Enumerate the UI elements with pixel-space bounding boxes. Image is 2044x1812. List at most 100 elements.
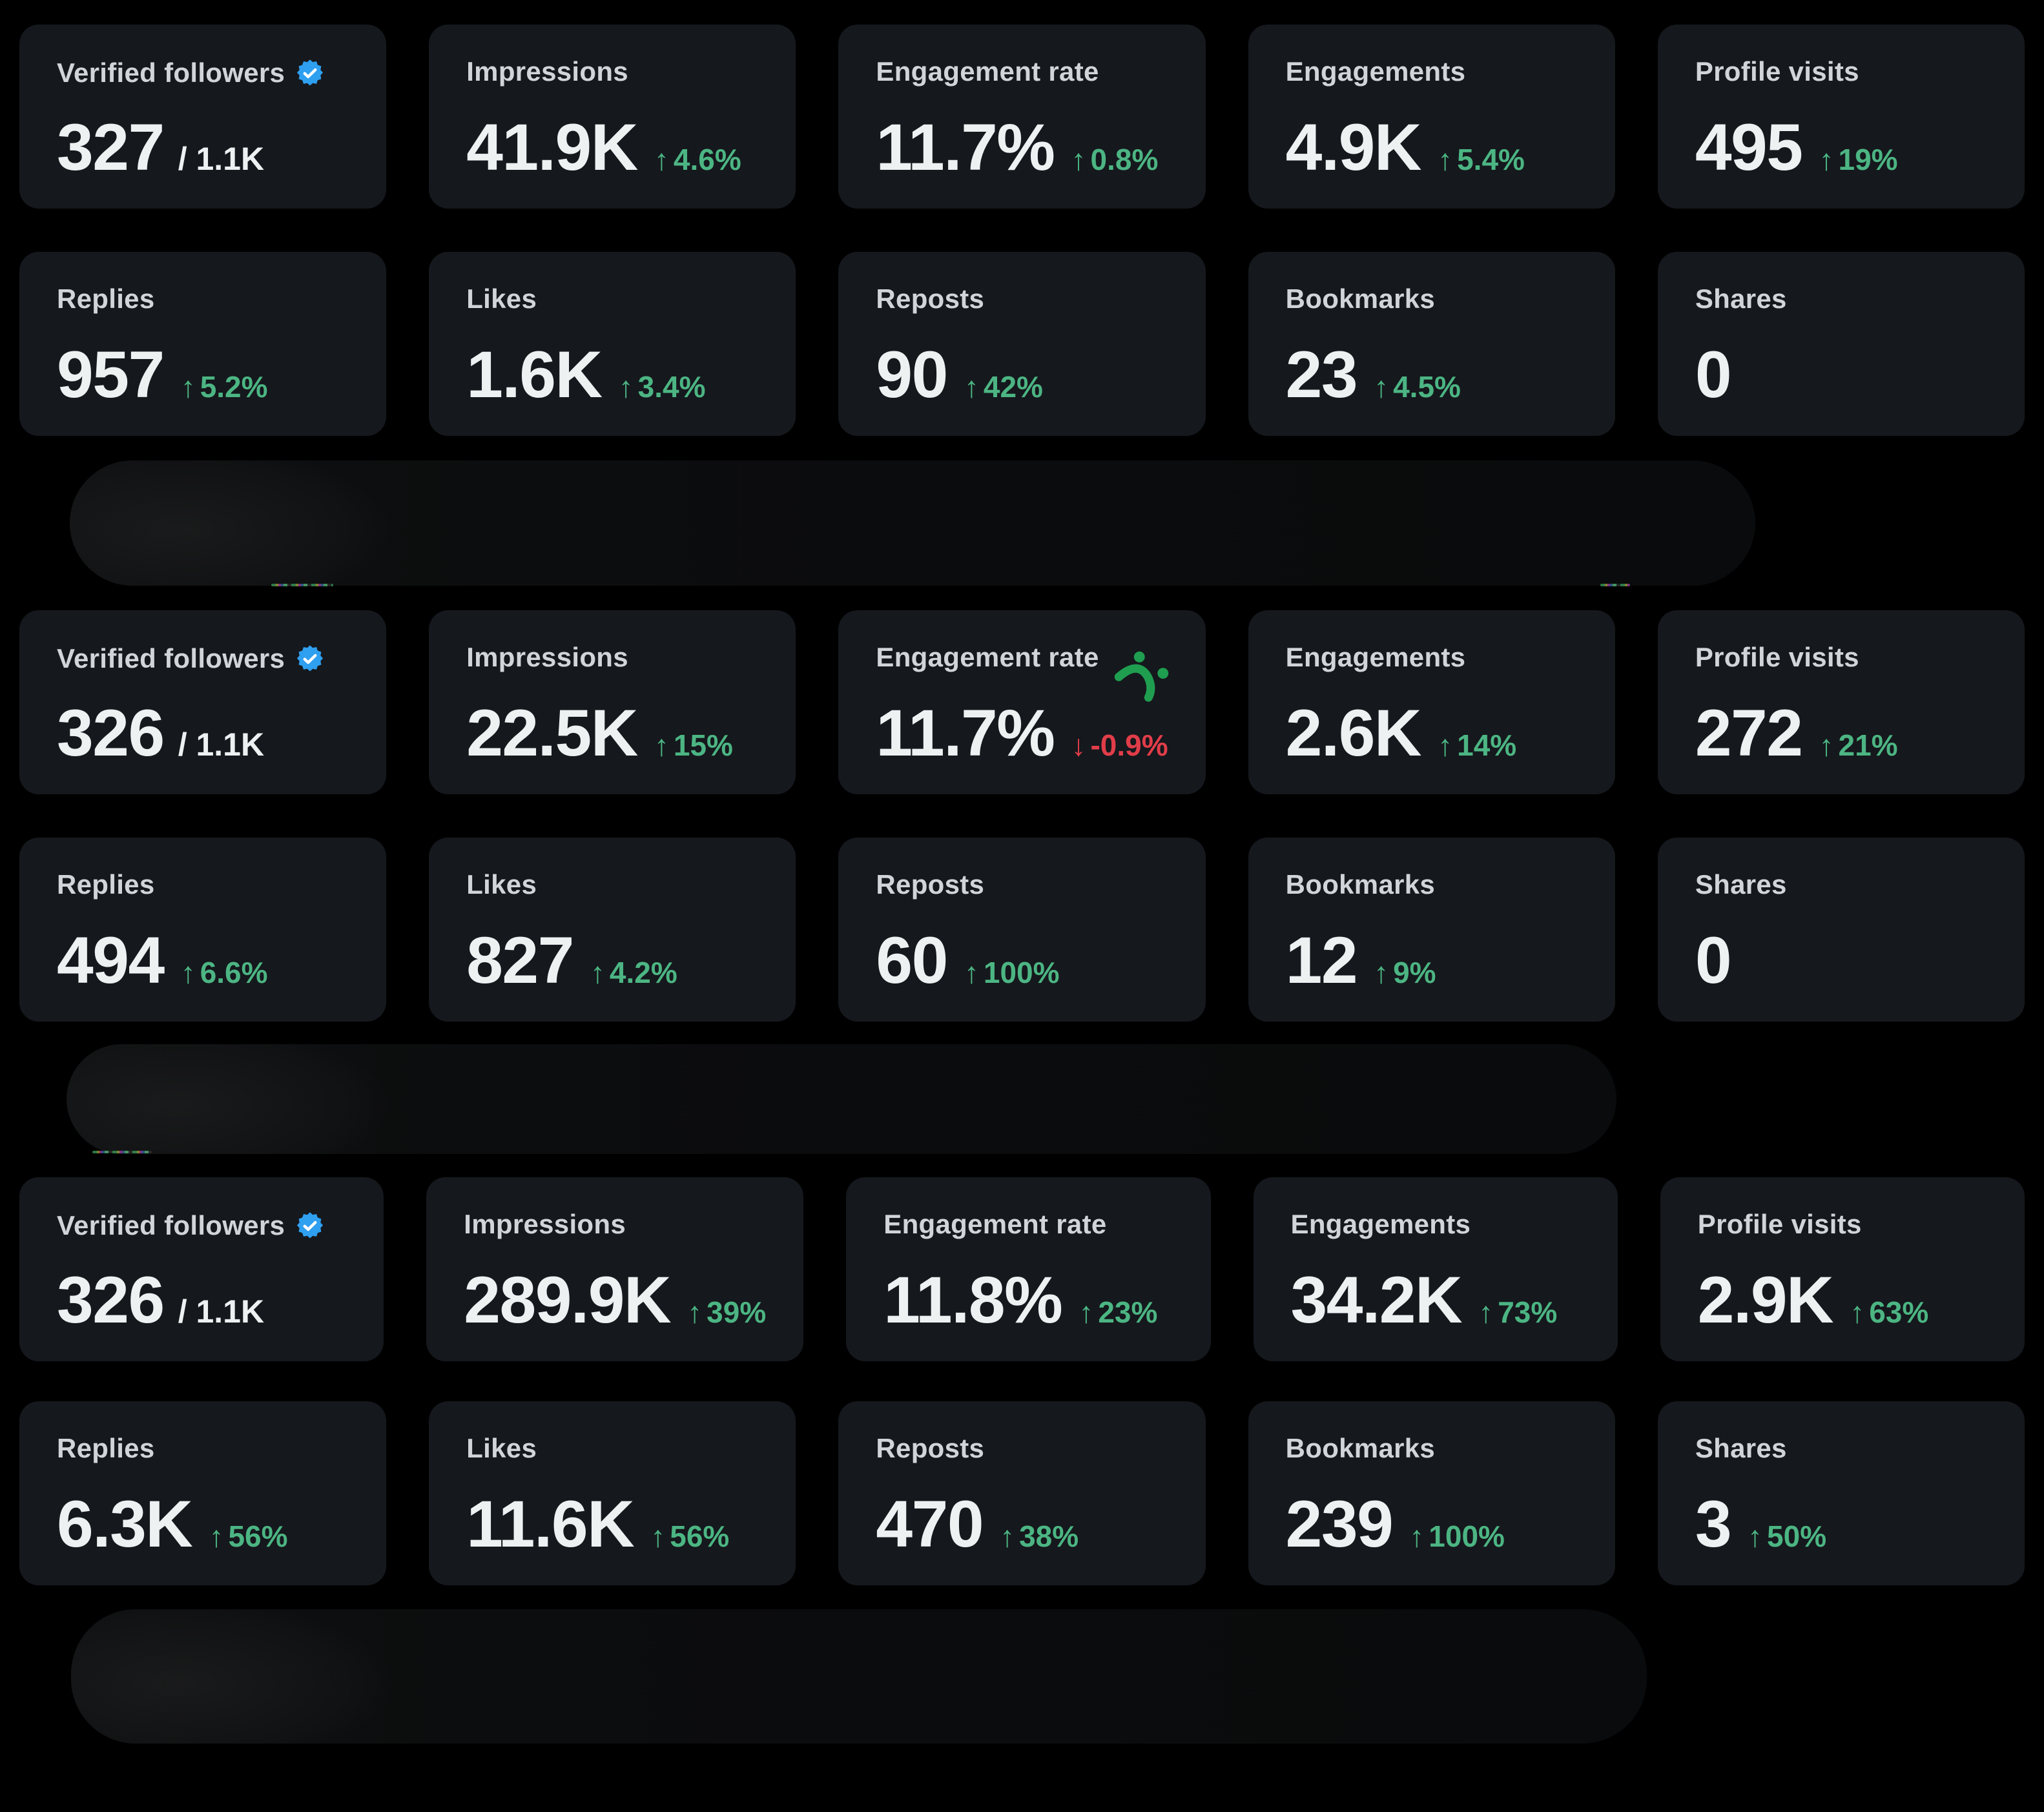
metric-delta-text: 0.8% — [1090, 143, 1159, 177]
trend-arrow-icon: ↑ — [964, 370, 979, 404]
metric-delta: ↑ 15% — [654, 730, 733, 760]
metric-value: 3 — [1695, 1487, 1732, 1561]
metric-value: 272 — [1695, 696, 1803, 770]
metric-value: 2.6K — [1285, 696, 1422, 770]
metric-value: 60 — [876, 923, 948, 998]
metric-value: 495 — [1695, 110, 1803, 185]
metric-total: / 1.1K — [178, 1293, 265, 1330]
metric-delta-text: -0.9% — [1090, 728, 1168, 763]
metric-delta-text: 21% — [1838, 728, 1898, 763]
metric-card-engagements: Engagements 4.9K ↑ 5.4% — [1248, 25, 1615, 209]
metric-label: Likes — [466, 869, 537, 900]
metric-card-likes: Likes 11.6K ↑ 56% — [429, 1401, 796, 1585]
trend-arrow-icon: ↑ — [650, 1519, 666, 1554]
trend-arrow-icon: ↑ — [1819, 143, 1834, 177]
metric-label: Engagement rate — [876, 56, 1099, 87]
trend-arrow-icon: ↑ — [654, 728, 669, 763]
metric-card-impressions: Impressions 22.5K ↑ 15% — [429, 610, 796, 794]
metric-label: Profile visits — [1695, 642, 1859, 672]
metric-card-profile-visits: Profile visits 2.9K ↑ 63% — [1660, 1177, 2025, 1361]
metric-value: 1.6K — [466, 338, 603, 412]
metric-label: Shares — [1695, 283, 1787, 314]
metric-label: Impressions — [466, 56, 628, 87]
metric-label: Engagement rate — [876, 642, 1099, 672]
metric-card-shares: Shares 3 ↑ 50% — [1657, 1401, 2025, 1585]
metrics-row: Verified followers 327 / 1.1K Impression… — [19, 25, 2025, 209]
verified-badge-icon — [295, 644, 325, 674]
blurred-pixels-artifact — [92, 1151, 152, 1153]
metric-card-likes: Likes 1.6K ↑ 3.4% — [429, 252, 796, 436]
metric-label: Likes — [466, 1433, 537, 1463]
trend-arrow-icon: ↑ — [1409, 1519, 1425, 1554]
metric-value: 34.2K — [1290, 1263, 1463, 1337]
metric-delta-text: 19% — [1838, 143, 1898, 177]
metrics-row: Verified followers 326 / 1.1K Impression… — [19, 1177, 2025, 1361]
metric-delta: ↑ 23% — [1079, 1297, 1157, 1327]
metric-label: Engagements — [1290, 1209, 1471, 1239]
metric-delta: ↓ -0.9% — [1071, 730, 1168, 760]
metric-card-bookmarks: Bookmarks 23 ↑ 4.5% — [1248, 252, 1615, 436]
metric-delta-text: 5.4% — [1457, 143, 1525, 177]
metric-delta-text: 5.2% — [200, 370, 268, 404]
metric-delta-text: 23% — [1098, 1295, 1158, 1330]
metric-delta: ↑ 14% — [1438, 730, 1516, 760]
trend-arrow-icon: ↑ — [1079, 1295, 1094, 1330]
trend-arrow-icon: ↑ — [1374, 956, 1389, 990]
trend-arrow-icon: ↑ — [687, 1295, 703, 1330]
trend-arrow-icon: ↑ — [180, 956, 196, 990]
metric-card-verified-followers: Verified followers 327 / 1.1K — [19, 25, 387, 209]
metric-delta-text: 73% — [1498, 1295, 1558, 1330]
metric-delta: ↑ 38% — [1000, 1521, 1079, 1551]
metric-label: Bookmarks — [1285, 283, 1436, 314]
blurred-content-band — [67, 1044, 1616, 1154]
trend-arrow-icon: ↓ — [1071, 728, 1086, 763]
metric-label: Likes — [466, 283, 537, 314]
metric-delta-text: 56% — [670, 1519, 730, 1554]
metric-value: 2.9K — [1697, 1263, 1834, 1337]
metric-delta: ↑ 4.5% — [1374, 372, 1461, 402]
metric-delta: ↑ 5.2% — [181, 372, 268, 402]
metric-delta: ↑ 100% — [1409, 1521, 1505, 1551]
metric-total: / 1.1K — [178, 141, 265, 178]
metric-label: Verified followers — [57, 1210, 285, 1241]
metric-delta: ↑ 3.4% — [619, 372, 706, 402]
metric-label: Reposts — [876, 1433, 985, 1463]
metric-delta-text: 6.6% — [200, 956, 268, 990]
metric-value: 11.7% — [876, 696, 1055, 770]
metric-delta-text: 50% — [1767, 1519, 1827, 1554]
metric-label: Profile visits — [1697, 1209, 1862, 1239]
metric-label: Profile visits — [1695, 56, 1859, 87]
metric-delta-text: 38% — [1019, 1519, 1079, 1554]
metric-delta: ↑ 4.6% — [654, 145, 741, 174]
metric-delta-text: 4.5% — [1393, 370, 1461, 404]
metric-card-shares: Shares 0 — [1657, 838, 2025, 1022]
metric-delta: ↑ 42% — [964, 372, 1043, 402]
metric-delta-text: 100% — [1429, 1519, 1505, 1554]
metric-value: 326 — [57, 1263, 165, 1337]
verified-badge-icon — [295, 58, 325, 88]
trend-arrow-icon: ↑ — [654, 143, 669, 177]
metric-delta: ↑ 73% — [1478, 1297, 1557, 1327]
metric-value: 41.9K — [466, 110, 638, 185]
metric-value: 327 — [57, 110, 165, 185]
metric-delta-text: 100% — [983, 956, 1060, 990]
metric-label: Impressions — [464, 1209, 626, 1239]
metric-label: Verified followers — [57, 57, 285, 88]
trend-arrow-icon: ↑ — [1850, 1295, 1865, 1330]
metric-delta-text: 9% — [1393, 956, 1436, 990]
metric-delta: ↑ 0.8% — [1071, 145, 1159, 174]
metric-label: Engagements — [1285, 56, 1466, 87]
trend-arrow-icon: ↑ — [180, 370, 196, 404]
metric-card-bookmarks: Bookmarks 239 ↑ 100% — [1248, 1401, 1615, 1585]
blurred-pixels-artifact — [271, 584, 333, 586]
metric-value: 494 — [57, 923, 165, 998]
trend-arrow-icon: ↑ — [1748, 1519, 1763, 1554]
metric-value: 22.5K — [466, 696, 638, 770]
metric-delta-text: 63% — [1869, 1295, 1929, 1330]
metric-value: 0 — [1695, 338, 1732, 412]
metric-delta-text: 14% — [1457, 728, 1517, 763]
metric-card-engagement-rate: Engagement rate 11.8% ↑ 23% — [846, 1177, 1211, 1361]
metric-value: 12 — [1285, 923, 1358, 998]
metric-card-impressions: Impressions 289.9K ↑ 39% — [426, 1177, 804, 1361]
metric-card-bookmarks: Bookmarks 12 ↑ 9% — [1248, 838, 1615, 1022]
